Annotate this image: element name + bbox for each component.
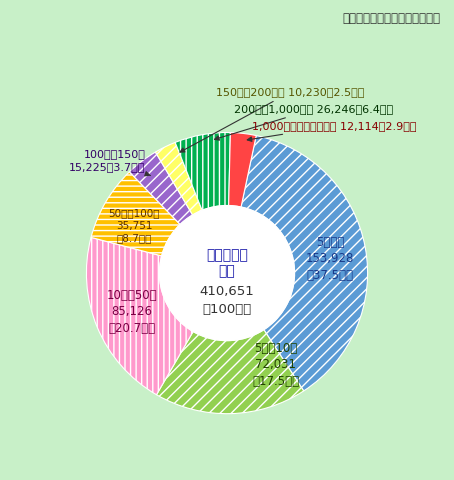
Text: （100％）: （100％） bbox=[202, 303, 252, 316]
Text: 100倍～150倍
15,225（3.7％）: 100倍～150倍 15,225（3.7％） bbox=[69, 149, 151, 176]
Wedge shape bbox=[129, 152, 192, 225]
Wedge shape bbox=[175, 132, 230, 210]
Wedge shape bbox=[241, 135, 368, 391]
Wedge shape bbox=[86, 238, 193, 395]
Wedge shape bbox=[229, 132, 256, 207]
Text: 200倍～1,000倍　 26,246（6.4％）: 200倍～1,000倍 26,246（6.4％） bbox=[215, 104, 393, 140]
Text: 50倍～100倍
35,751
（8.7％）: 50倍～100倍 35,751 （8.7％） bbox=[109, 208, 160, 244]
Text: 危険物施設: 危険物施設 bbox=[206, 248, 248, 262]
Text: 5倍以下
153,928
（37.5％）: 5倍以下 153,928 （37.5％） bbox=[306, 236, 354, 282]
Text: 10倍～50倍
85,126
（20.7％）: 10倍～50倍 85,126 （20.7％） bbox=[107, 288, 157, 335]
Text: 150倍～200倍　 10,230（2.5％）: 150倍～200倍 10,230（2.5％） bbox=[180, 87, 364, 152]
Text: 410,651: 410,651 bbox=[200, 285, 254, 298]
Wedge shape bbox=[155, 143, 202, 215]
Text: 総数: 総数 bbox=[219, 264, 235, 279]
Text: 5倍～10倍
72,031
（17.5％）: 5倍～10倍 72,031 （17.5％） bbox=[252, 342, 299, 388]
Text: （平成２９年３月３１日現在）: （平成２９年３月３１日現在） bbox=[342, 12, 440, 25]
Wedge shape bbox=[91, 172, 180, 256]
Text: 1,000倍を超えるもの　 12,114（2.9％）: 1,000倍を超えるもの 12,114（2.9％） bbox=[247, 121, 417, 142]
Wedge shape bbox=[157, 330, 304, 414]
Circle shape bbox=[159, 205, 295, 341]
